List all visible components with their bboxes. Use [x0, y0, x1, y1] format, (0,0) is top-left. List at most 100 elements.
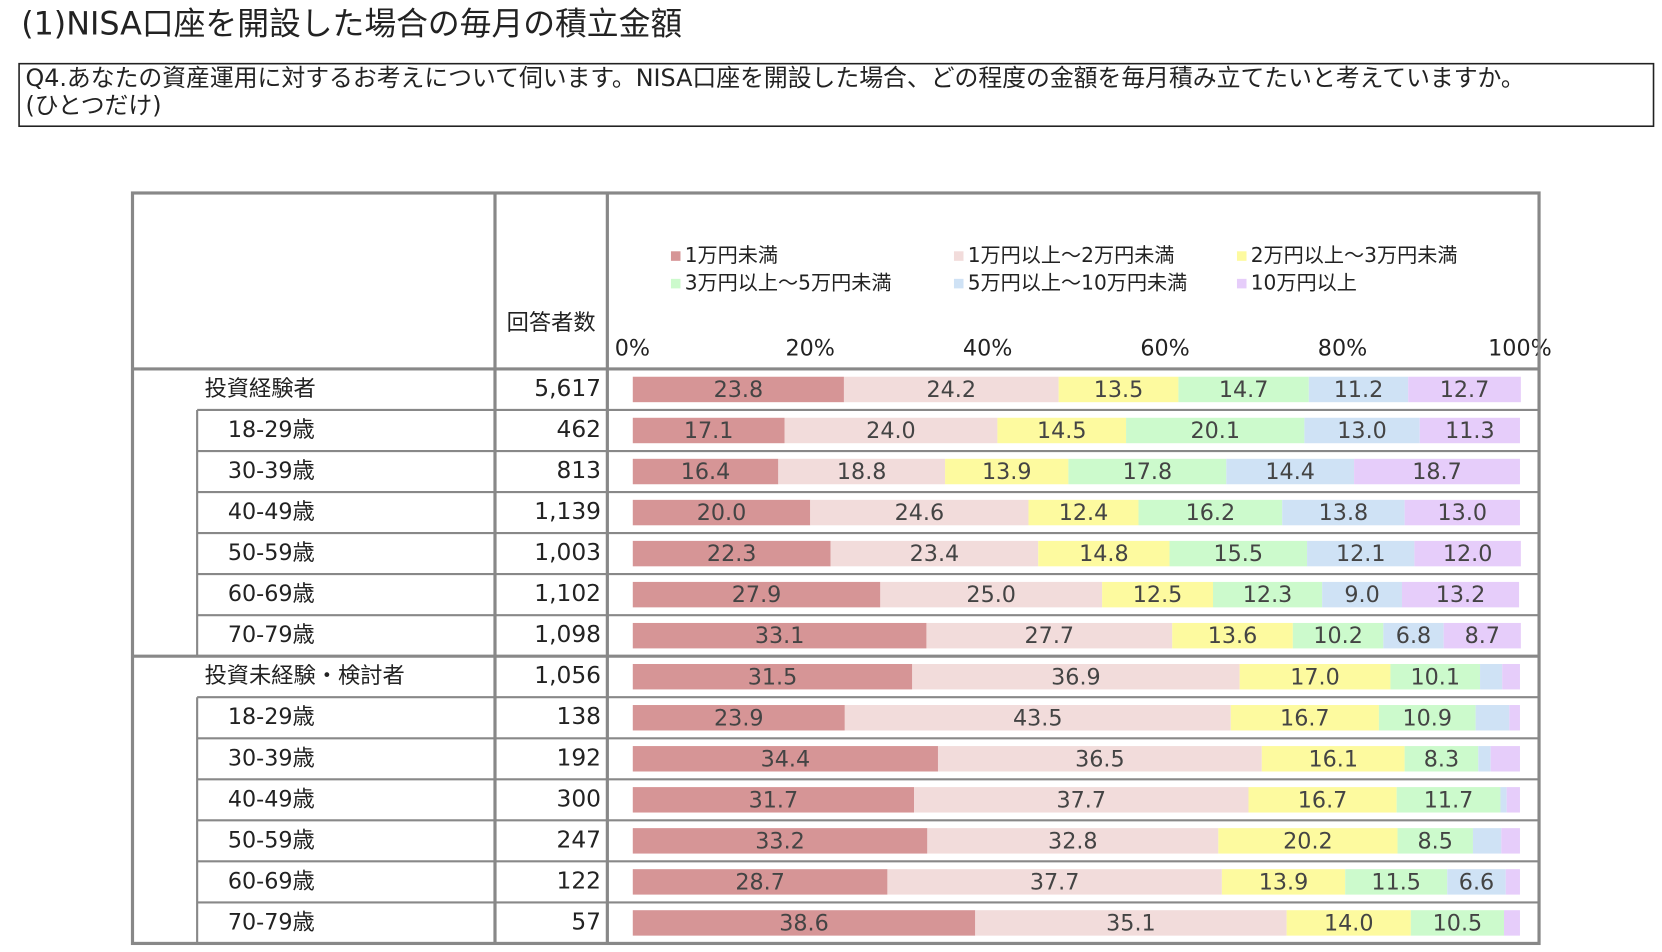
bar-segment: [1068, 458, 1227, 485]
value-label: 11.7: [1424, 787, 1474, 813]
bar-segment: [810, 499, 1029, 526]
bar-segment: [1443, 622, 1521, 649]
value-label: 10.1: [1410, 664, 1460, 690]
row-label: 30-39歳: [228, 745, 315, 771]
value-label: 20.2: [1283, 828, 1333, 854]
value-label: 33.1: [755, 623, 805, 649]
row-label: 60-69歳: [228, 581, 315, 607]
value-label: 37.7: [1056, 787, 1106, 813]
value-label: 8.5: [1418, 828, 1453, 854]
bar-segment: [1102, 581, 1214, 608]
bar-segment: [830, 540, 1039, 567]
x-tick-label: 100%: [1488, 335, 1552, 361]
bar-segment: [778, 458, 946, 485]
value-label: 12.0: [1443, 541, 1493, 567]
legend-swatch: [670, 278, 681, 289]
bar-segment: [844, 705, 1231, 731]
row-label: 50-59歳: [228, 827, 315, 853]
bar-segment: [1419, 417, 1520, 444]
value-label: 16.7: [1280, 705, 1330, 731]
value-label: 11.5: [1371, 869, 1421, 895]
value-label: 14.4: [1265, 459, 1315, 485]
value-label: 17.8: [1123, 459, 1173, 485]
bar-segment: [1475, 705, 1510, 731]
bar-segment: [1248, 787, 1397, 813]
question-box: [18, 62, 1655, 128]
value-label: 16.4: [681, 459, 731, 485]
x-tick-label: 40%: [963, 335, 1012, 361]
value-label: 12.3: [1243, 582, 1293, 608]
value-label: 16.7: [1298, 787, 1348, 813]
value-label: 27.9: [732, 582, 782, 608]
bar-segment: [1138, 499, 1283, 526]
value-label: 24.0: [866, 418, 916, 444]
legend-swatch: [1236, 251, 1247, 261]
bar-segment: [1304, 417, 1420, 444]
legend-label: 10万円以上: [1251, 271, 1357, 295]
value-label: 14.8: [1079, 541, 1129, 567]
value-label: 6.8: [1396, 623, 1431, 649]
bar-segment: [632, 499, 811, 526]
value-label: 23.9: [714, 705, 764, 731]
value-label: 8.7: [1465, 623, 1500, 649]
value-label: 13.0: [1337, 418, 1387, 444]
value-label: 12.7: [1440, 377, 1490, 403]
bar-segment: [632, 663, 913, 690]
value-label: 13.6: [1208, 623, 1258, 649]
bar-segment: [945, 458, 1069, 485]
value-label: 36.9: [1051, 664, 1101, 690]
bar-segment: [1345, 869, 1448, 895]
value-label: 13.5: [1094, 377, 1144, 403]
respondent-count: 1,003: [534, 539, 601, 566]
value-label: 11.2: [1334, 377, 1384, 403]
bar-segment: [1213, 581, 1323, 608]
bar-segment: [1172, 622, 1293, 649]
row-label: 70-79歳: [228, 909, 315, 935]
value-label: 11.3: [1445, 418, 1495, 444]
value-label: 17.0: [1290, 664, 1340, 690]
value-label: 14.7: [1219, 377, 1269, 403]
value-label: 35.1: [1106, 910, 1156, 936]
row-label: 投資経験者: [205, 376, 316, 402]
value-label: 13.0: [1438, 500, 1488, 526]
respondent-count: 122: [557, 867, 601, 894]
value-label: 24.6: [895, 500, 945, 526]
value-label: 13.9: [1259, 869, 1309, 895]
value-label: 16.1: [1308, 746, 1358, 772]
bar-segment: [1308, 376, 1409, 403]
bar-segment: [912, 663, 1240, 690]
value-label: 12.5: [1133, 582, 1183, 608]
bar-segment: [1239, 663, 1391, 690]
bar-segment: [632, 622, 927, 649]
value-label: 9.0: [1344, 582, 1379, 608]
bar-segment: [632, 540, 831, 567]
value-label: 10.5: [1433, 910, 1483, 936]
respondent-count: 57: [571, 908, 601, 935]
bar-segment: [632, 705, 845, 731]
bar-segment: [843, 376, 1059, 403]
value-label: 27.7: [1025, 623, 1075, 649]
value-label: 10.2: [1313, 623, 1363, 649]
row-label: 投資未経験・検討者: [205, 663, 405, 689]
value-label: 31.7: [749, 787, 799, 813]
bar-segment: [1478, 746, 1491, 772]
row-label: 18-29歳: [228, 417, 315, 443]
x-tick-label: 60%: [1140, 335, 1189, 361]
respondent-count: 300: [557, 785, 601, 812]
legend-label: 2万円以上～3万円未満: [1251, 243, 1458, 267]
bar-segment: [1505, 869, 1520, 895]
bar-segment: [997, 417, 1127, 444]
value-label: 38.6: [779, 910, 829, 936]
value-label: 17.1: [684, 418, 734, 444]
bar-segment: [1502, 663, 1520, 690]
x-tick-label: 20%: [785, 335, 834, 361]
bar-segment: [1038, 540, 1170, 567]
value-label: 37.7: [1030, 869, 1080, 895]
bar-segment: [632, 746, 938, 772]
value-label: 18.7: [1412, 459, 1462, 485]
bar-segment: [1480, 663, 1503, 690]
bar-segment: [1404, 746, 1479, 772]
bar-segment: [887, 869, 1222, 895]
bar-segment: [1226, 458, 1355, 485]
bar-segment: [632, 869, 888, 895]
